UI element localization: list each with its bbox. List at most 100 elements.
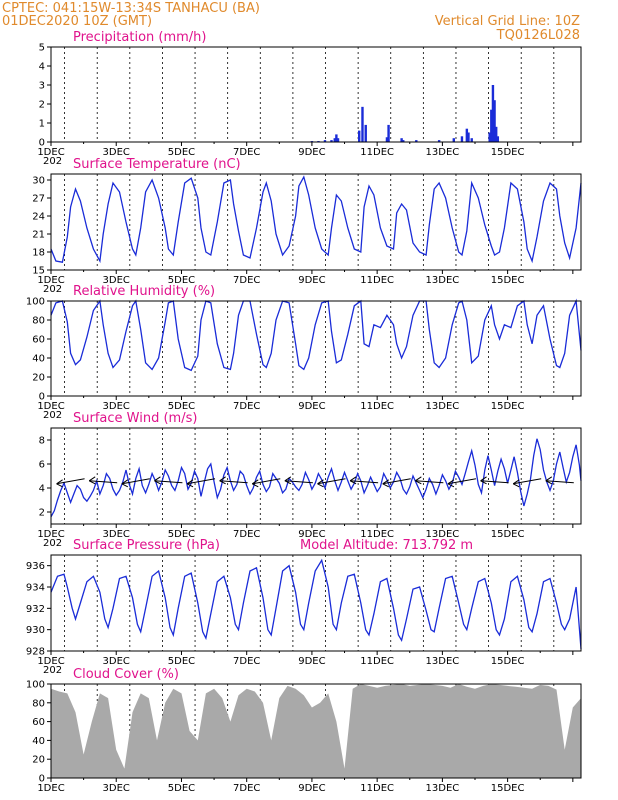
wind-arrowhead [121, 479, 129, 488]
x-tick-label: 9DEC [298, 656, 325, 667]
x-tick-label: 9DEC [298, 529, 325, 540]
x-tick-label: 7DEC [233, 147, 260, 158]
y-tick-label: 18 [32, 248, 45, 259]
panel-temp: 15 18 21 24 27 30 1DEC 3DEC 5DEC 7DEC 9DEC 11DEC 13D… [32, 157, 582, 295]
x-tick-label: 5DEC [168, 275, 195, 286]
y-tick-label: 936 [26, 561, 45, 572]
y-tick-label: 40 [32, 736, 45, 747]
precip-bar [335, 134, 338, 142]
y-tick-label: 4 [39, 62, 45, 73]
wind-arrowhead [284, 476, 292, 485]
y-tick-label: 0 [39, 392, 45, 403]
y-tick-label: 80 [32, 316, 45, 327]
precip-bar [361, 106, 364, 142]
x-tick-label: 3DEC [103, 401, 130, 412]
wind-arrow [56, 478, 85, 485]
x-year-label: 202 [43, 665, 62, 676]
panel-pressure: 928 930 932 934 936 1DEC 3DEC 5DEC 7DEC 9DEC 11DEC… [26, 538, 582, 676]
x-tick-label: 15DEC [491, 401, 525, 412]
cloud-cover-area [51, 684, 581, 778]
plot-frame [50, 683, 582, 779]
wind-arrow [545, 480, 574, 484]
x-tick-label: 3DEC [103, 656, 130, 667]
rh-series-line [50, 298, 582, 372]
precip-bar [333, 138, 336, 142]
x-tick-label: 5DEC [168, 529, 195, 540]
wind-series-line [50, 438, 582, 518]
precip-bar [465, 128, 469, 142]
wind-arrowhead [447, 479, 455, 488]
y-tick-label: 27 [32, 194, 45, 205]
y-tick-label: 6 [39, 460, 45, 471]
precip-bar [495, 126, 498, 142]
plot-frame [50, 300, 582, 397]
y-tick-label: 0 [39, 138, 45, 149]
y-tick-label: 15 [32, 266, 45, 277]
x-tick-label: 7DEC [233, 783, 260, 794]
y-tick-label: 2 [39, 100, 45, 111]
x-tick-label: 9DEC [298, 147, 325, 158]
model-altitude-note: Model Altitude: 713.792 m [300, 538, 473, 553]
precip-bar [452, 138, 455, 142]
panel-cloud: 0 20 40 60 80 100 1DEC 3DEC 5DEC 7DEC 9DEC 11DEC 13D… [26, 667, 582, 794]
vertical-grid-note: Vertical Grid Line: 10Z [435, 14, 580, 29]
panel-title-precip: Precipitation (mm/h) [73, 30, 206, 45]
station-header: CPTEC: 041:15W-13:34S TANHACU (BA) [2, 1, 260, 16]
wind-arrow [89, 480, 118, 484]
wind-arrow [447, 478, 477, 485]
x-year-label: 202 [43, 410, 62, 421]
x-tick-label: 3DEC [103, 147, 130, 158]
precip-bar [491, 85, 495, 142]
x-tick-label: 13DEC [426, 529, 460, 540]
y-tick-label: 0 [39, 774, 45, 785]
y-tick-label: 100 [26, 680, 45, 691]
wind-arrowhead [480, 476, 487, 485]
x-tick-label: 5DEC [168, 783, 195, 794]
x-tick-label: 15DEC [491, 783, 525, 794]
x-tick-label: 11DEC [360, 147, 394, 158]
x-year-label: 202 [43, 538, 62, 549]
wind-arrow [186, 478, 216, 485]
x-tick-label: 1DEC [37, 401, 64, 412]
x-tick-label: 1DEC [37, 529, 64, 540]
model-code: TQ0126L028 [496, 28, 580, 43]
precip-bar [364, 124, 367, 142]
wind-arrowhead [88, 476, 96, 485]
x-tick-label: 1DEC [37, 147, 64, 158]
wind-arrowhead [219, 476, 226, 485]
precip-bar [336, 138, 340, 142]
y-tick-label: 5 [39, 43, 45, 54]
plot-frame [50, 173, 582, 271]
precip-bar [323, 140, 327, 142]
x-tick-label: 13DEC [426, 783, 460, 794]
precip-bar [470, 138, 473, 142]
x-tick-label: 13DEC [426, 275, 460, 286]
y-tick-label: 100 [26, 297, 45, 308]
wind-arrowhead [154, 476, 161, 485]
x-tick-label: 11DEC [360, 275, 394, 286]
wind-arrow [513, 478, 542, 485]
x-tick-label: 15DEC [491, 656, 525, 667]
wind-arrow [252, 478, 281, 485]
y-tick-label: 1 [39, 119, 45, 130]
x-year-label: 202 [43, 156, 62, 167]
y-tick-label: 932 [26, 604, 45, 615]
x-tick-label: 5DEC [168, 656, 195, 667]
panel-precip: 0 1 2 3 4 5 1DEC 3DEC 5DEC 7DEC 9DEC 11DEC 13DEC 15DE… [37, 30, 582, 167]
precip-bar [385, 137, 389, 142]
wind-arrow [317, 478, 346, 485]
x-year-label: 202 [43, 284, 62, 295]
y-tick-label: 3 [39, 81, 45, 92]
y-tick-label: 30 [32, 176, 45, 187]
y-tick-label: 934 [26, 583, 45, 594]
x-tick-label: 1DEC [37, 783, 64, 794]
wind-arrow [284, 480, 313, 484]
x-tick-label: 11DEC [360, 401, 394, 412]
precip-bar [437, 140, 441, 142]
x-tick-label: 11DEC [360, 656, 394, 667]
x-tick-label: 15DEC [491, 529, 525, 540]
plot-frame [50, 46, 582, 143]
precip-bar [400, 138, 403, 142]
precip-bar [488, 132, 491, 142]
